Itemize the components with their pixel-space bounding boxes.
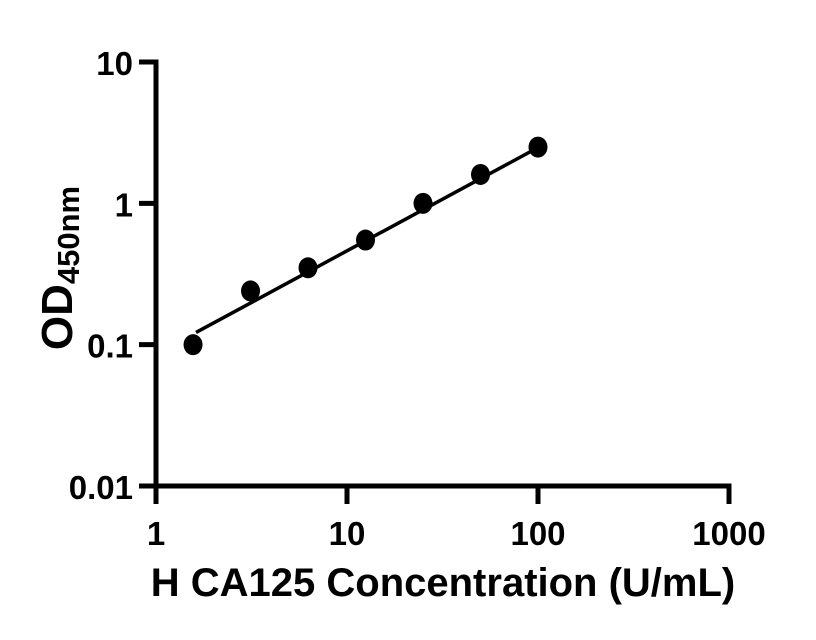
axes: 0.01 0.1 1 10 1 10 100 1000 <box>69 45 766 552</box>
y-axis-title-main: OD <box>33 284 82 350</box>
x-tick-label: 100 <box>510 515 565 552</box>
x-tick-label: 1 <box>147 515 165 552</box>
x-tick-label: 10 <box>329 515 366 552</box>
y-tick-label: 0.1 <box>87 328 133 365</box>
y-tick-label: 1 <box>115 186 133 223</box>
data-point <box>471 163 491 185</box>
data-point <box>356 229 376 251</box>
plot-series <box>183 136 548 356</box>
axis-spine <box>153 59 732 489</box>
x-tick-label: 1000 <box>692 515 765 552</box>
data-point <box>413 192 433 214</box>
y-axis-title-subscript: 450nm <box>51 186 86 284</box>
data-point <box>528 136 548 158</box>
data-point <box>241 280 261 302</box>
y-axis-title: OD450nm <box>33 186 86 350</box>
x-axis-title: H CA125 Concentration (U/mL) <box>151 561 736 605</box>
y-tick-label: 0.01 <box>69 469 133 506</box>
data-point <box>298 257 318 279</box>
data-point <box>183 334 203 356</box>
y-tick-label: 10 <box>96 45 133 82</box>
